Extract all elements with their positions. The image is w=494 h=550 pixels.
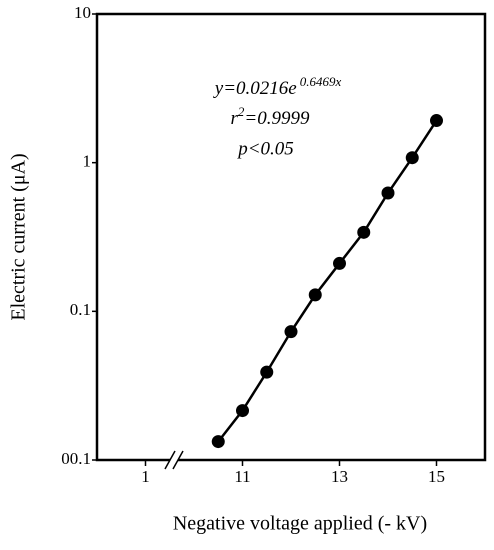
equation: y=0.0216e 0.6469x bbox=[213, 74, 342, 99]
equation-exponent: 0.6469x bbox=[300, 74, 342, 89]
r-value: =0.9999 bbox=[244, 108, 310, 129]
data-point bbox=[333, 256, 346, 270]
r-exponent: 2 bbox=[238, 104, 245, 119]
y-tick-label: 00.1 bbox=[61, 449, 91, 468]
data-point bbox=[308, 288, 322, 302]
data-point bbox=[430, 114, 443, 128]
y-tick-label: 0.1 bbox=[70, 300, 91, 319]
x-tick-label: 15 bbox=[428, 467, 445, 486]
p-value: p<0.05 bbox=[236, 138, 294, 159]
data-point bbox=[405, 151, 419, 165]
y-axis-label: Electric current (μA) bbox=[8, 153, 30, 320]
y-tick-label: 10 bbox=[74, 3, 91, 22]
series-line bbox=[217, 119, 438, 443]
r-squared: r2=0.9999 bbox=[231, 104, 310, 129]
axis-break bbox=[172, 450, 184, 470]
data-point bbox=[260, 365, 274, 379]
data-point bbox=[357, 225, 371, 239]
axis-break-gap bbox=[170, 456, 178, 464]
x-tick-label: 13 bbox=[331, 467, 348, 486]
axis-break bbox=[164, 450, 176, 470]
equation-main: y=0.0216e bbox=[213, 78, 297, 99]
data-point bbox=[284, 325, 298, 339]
y-tick-label: 1 bbox=[83, 152, 92, 171]
x-axis-label: Negative voltage applied (- kV) bbox=[173, 513, 427, 535]
x-tick-label: 1 bbox=[141, 467, 150, 486]
r-symbol: r bbox=[231, 108, 239, 129]
data-point bbox=[236, 404, 249, 418]
data-point bbox=[211, 435, 225, 449]
data-point bbox=[381, 186, 395, 200]
plot-frame bbox=[95, 12, 487, 462]
x-tick-label: 11 bbox=[234, 467, 250, 486]
